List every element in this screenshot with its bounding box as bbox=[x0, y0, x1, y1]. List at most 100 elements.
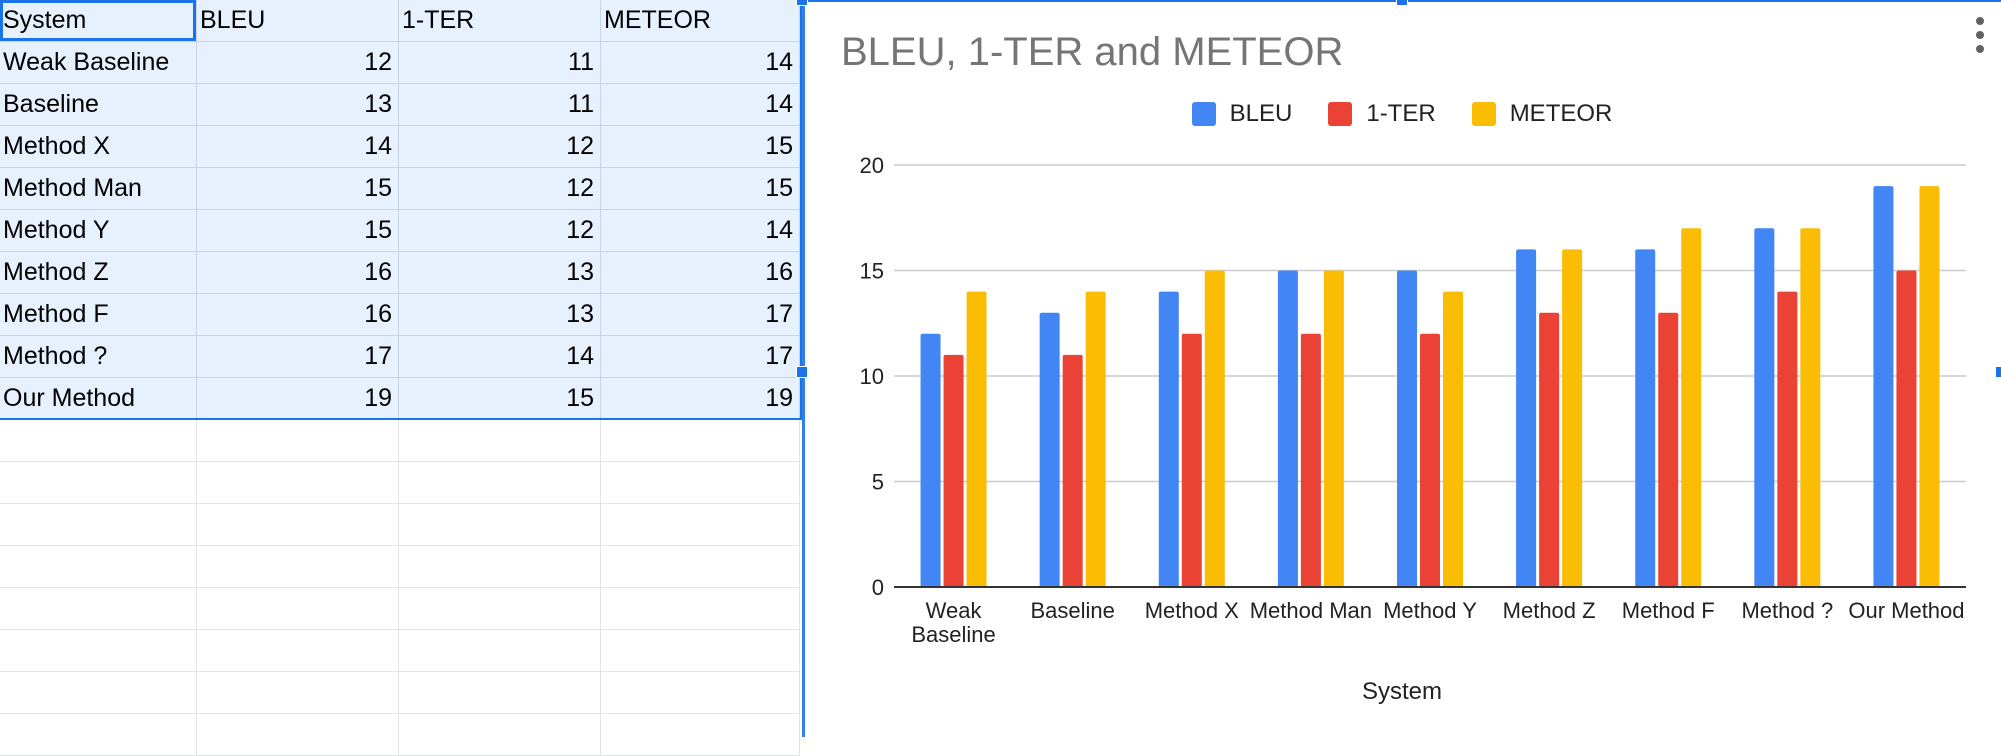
table-cell[interactable]: 13 bbox=[399, 294, 601, 336]
empty-cell[interactable] bbox=[197, 546, 399, 588]
x-tick-label: Method Man bbox=[1250, 598, 1372, 623]
empty-cell[interactable] bbox=[399, 714, 601, 756]
table-cell[interactable]: 14 bbox=[197, 126, 399, 168]
empty-cell[interactable] bbox=[601, 714, 800, 756]
table-cell[interactable]: 19 bbox=[197, 378, 399, 420]
empty-cell[interactable] bbox=[197, 504, 399, 546]
empty-cell[interactable] bbox=[197, 588, 399, 630]
table-cell[interactable]: 16 bbox=[601, 252, 800, 294]
table-cell[interactable]: Baseline bbox=[0, 84, 197, 126]
x-tick-label: Method F bbox=[1622, 598, 1715, 623]
bar-bleu bbox=[1516, 249, 1537, 587]
table-cell[interactable]: 14 bbox=[399, 336, 601, 378]
table-cell[interactable]: 15 bbox=[197, 210, 399, 252]
empty-cell[interactable] bbox=[0, 588, 197, 630]
empty-cell[interactable] bbox=[601, 630, 800, 672]
y-tick-label: 10 bbox=[860, 364, 884, 389]
chart-container[interactable]: BLEU, 1-TER and METEOR BLEU 1-TER METEOR 0… bbox=[803, 0, 2001, 737]
column-header-cell[interactable]: 1-TER bbox=[399, 0, 601, 42]
x-tick-label: Method Y bbox=[1383, 598, 1477, 623]
empty-cell[interactable] bbox=[601, 462, 800, 504]
bar-1-ter bbox=[1062, 354, 1083, 587]
bar-meteor bbox=[1800, 228, 1821, 588]
spreadsheet-grid: System BLEU 1-TER METEOR Weak Baseline 12 11 14… bbox=[0, 0, 800, 756]
resize-handle-top-left[interactable] bbox=[796, 0, 808, 6]
column-header-cell[interactable]: METEOR bbox=[601, 0, 800, 42]
x-tick-label: Our Method bbox=[1848, 598, 1964, 623]
empty-cell[interactable] bbox=[197, 420, 399, 462]
resize-handle-middle-right[interactable] bbox=[1995, 366, 2001, 378]
bar-1-ter bbox=[943, 354, 964, 587]
empty-cell[interactable] bbox=[399, 504, 601, 546]
table-cell[interactable]: 13 bbox=[399, 252, 601, 294]
empty-cell[interactable] bbox=[0, 420, 197, 462]
empty-cell[interactable] bbox=[0, 546, 197, 588]
legend-item: 1-TER bbox=[1328, 100, 1436, 128]
table-cell[interactable]: Method ? bbox=[0, 336, 197, 378]
table-cell[interactable]: Weak Baseline bbox=[0, 42, 197, 84]
bar-meteor bbox=[1919, 186, 1940, 587]
table-cell[interactable]: 15 bbox=[197, 168, 399, 210]
table-cell[interactable]: 17 bbox=[601, 336, 800, 378]
bar-bleu bbox=[1635, 249, 1656, 587]
table-cell[interactable]: 16 bbox=[197, 252, 399, 294]
table-cell[interactable]: 17 bbox=[601, 294, 800, 336]
empty-cell[interactable] bbox=[0, 672, 197, 714]
table-cell[interactable]: 11 bbox=[399, 42, 601, 84]
empty-cell[interactable] bbox=[197, 462, 399, 504]
empty-cell[interactable] bbox=[601, 588, 800, 630]
table-cell[interactable]: 14 bbox=[601, 84, 800, 126]
empty-cell[interactable] bbox=[197, 714, 399, 756]
table-cell[interactable]: 14 bbox=[601, 42, 800, 84]
bar-bleu bbox=[1754, 228, 1775, 588]
empty-cell[interactable] bbox=[399, 420, 601, 462]
table-cell[interactable]: 17 bbox=[197, 336, 399, 378]
table-cell[interactable]: 12 bbox=[399, 126, 601, 168]
table-cell[interactable]: 12 bbox=[197, 42, 399, 84]
column-header-cell[interactable]: System bbox=[0, 0, 197, 42]
empty-cell[interactable] bbox=[601, 504, 800, 546]
empty-cell[interactable] bbox=[0, 630, 197, 672]
table-cell[interactable]: Our Method bbox=[0, 378, 197, 420]
empty-cell[interactable] bbox=[399, 672, 601, 714]
table-cell[interactable]: 15 bbox=[399, 378, 601, 420]
bar-meteor bbox=[1681, 228, 1702, 588]
x-tick-label: Method Z bbox=[1503, 598, 1596, 623]
more-vert-icon[interactable] bbox=[1975, 16, 1985, 54]
x-axis-title: System bbox=[1361, 678, 1442, 705]
table-cell[interactable]: Method Z bbox=[0, 252, 197, 294]
y-tick-label: 15 bbox=[860, 259, 884, 284]
table-cell[interactable]: 12 bbox=[399, 210, 601, 252]
empty-cell[interactable] bbox=[399, 630, 601, 672]
empty-cell[interactable] bbox=[399, 588, 601, 630]
table-cell[interactable]: Method Y bbox=[0, 210, 197, 252]
table-cell[interactable]: 13 bbox=[197, 84, 399, 126]
resize-handle-top-middle[interactable] bbox=[1396, 0, 1408, 6]
empty-cell[interactable] bbox=[601, 672, 800, 714]
table-cell[interactable]: Method F bbox=[0, 294, 197, 336]
selection-border-bottom bbox=[0, 418, 800, 420]
legend-swatch bbox=[1471, 102, 1496, 126]
column-header-cell[interactable]: BLEU bbox=[197, 0, 399, 42]
resize-handle-middle-left[interactable] bbox=[796, 366, 808, 378]
table-cell[interactable]: Method X bbox=[0, 126, 197, 168]
table-cell[interactable]: 11 bbox=[399, 84, 601, 126]
table-cell[interactable]: 15 bbox=[601, 126, 800, 168]
empty-cell[interactable] bbox=[601, 420, 800, 462]
empty-cell[interactable] bbox=[601, 546, 800, 588]
empty-cell[interactable] bbox=[0, 504, 197, 546]
bar-meteor bbox=[1204, 270, 1225, 587]
empty-cell[interactable] bbox=[197, 672, 399, 714]
table-cell[interactable]: Method Man bbox=[0, 168, 197, 210]
table-cell[interactable]: 19 bbox=[601, 378, 800, 420]
table-cell[interactable]: 14 bbox=[601, 210, 800, 252]
empty-cell[interactable] bbox=[0, 714, 197, 756]
selection-border-right bbox=[800, 0, 802, 420]
table-cell[interactable]: 16 bbox=[197, 294, 399, 336]
empty-cell[interactable] bbox=[399, 462, 601, 504]
empty-cell[interactable] bbox=[0, 462, 197, 504]
empty-cell[interactable] bbox=[399, 546, 601, 588]
table-cell[interactable]: 12 bbox=[399, 168, 601, 210]
empty-cell[interactable] bbox=[197, 630, 399, 672]
table-cell[interactable]: 15 bbox=[601, 168, 800, 210]
